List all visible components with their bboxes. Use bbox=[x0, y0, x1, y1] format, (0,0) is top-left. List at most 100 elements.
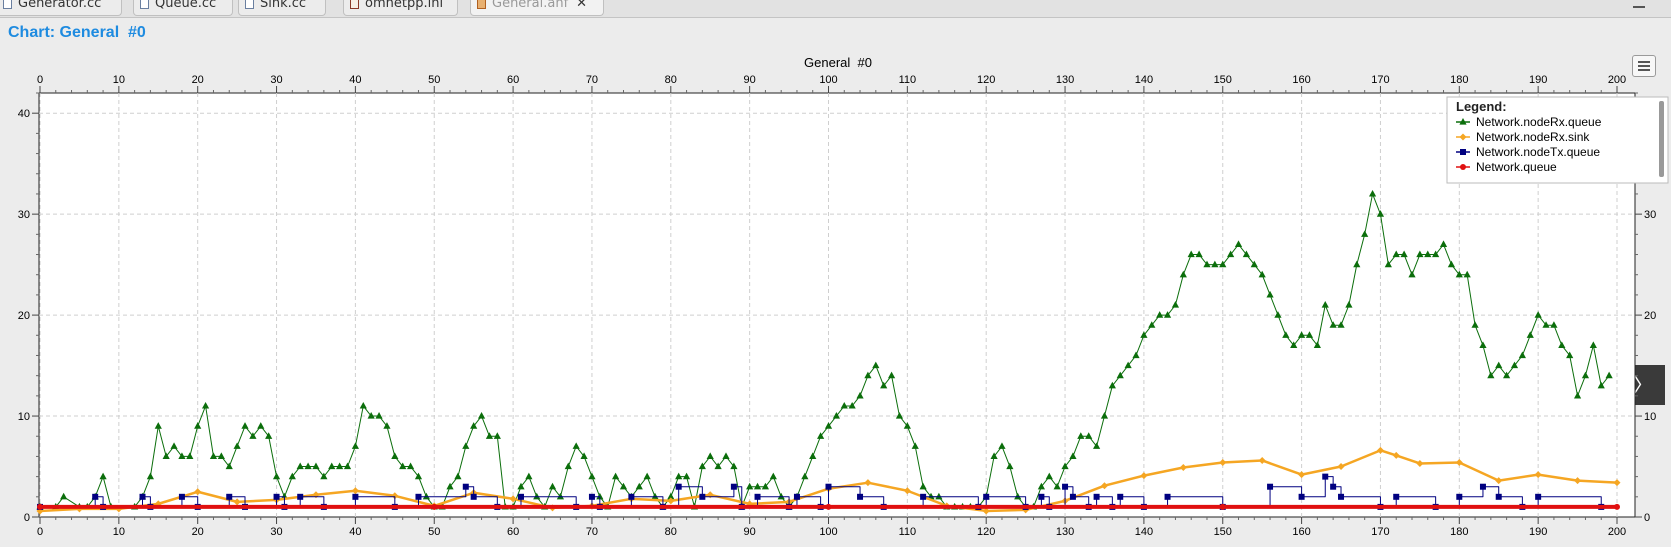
data-point bbox=[817, 432, 825, 439]
data-point bbox=[391, 452, 399, 460]
legend-label: Network.nodeRx.sink bbox=[1476, 130, 1590, 144]
data-point bbox=[1424, 250, 1432, 258]
data-point bbox=[296, 462, 304, 470]
data-point bbox=[699, 493, 706, 500]
data-point bbox=[1093, 493, 1100, 500]
data-point bbox=[1148, 321, 1156, 328]
minimize-icon[interactable] bbox=[1633, 0, 1645, 8]
data-point bbox=[431, 503, 438, 510]
data-point bbox=[1203, 260, 1211, 268]
data-point bbox=[1290, 341, 1298, 348]
data-point bbox=[1479, 341, 1487, 348]
data-point bbox=[1338, 493, 1345, 500]
tab-label: omnetpp.ini bbox=[365, 0, 444, 11]
data-point bbox=[580, 452, 588, 460]
data-point bbox=[635, 482, 643, 490]
x-tick-label-bottom: 30 bbox=[270, 526, 282, 538]
x-tick-label-top: 160 bbox=[1292, 74, 1310, 86]
data-point bbox=[1298, 471, 1306, 479]
data-point bbox=[1518, 351, 1526, 359]
data-point bbox=[1187, 250, 1195, 258]
y-tick-label-left: 30 bbox=[18, 209, 30, 221]
data-point bbox=[1219, 503, 1226, 510]
data-point bbox=[1258, 456, 1266, 464]
data-point bbox=[1305, 331, 1314, 338]
data-point bbox=[477, 412, 486, 419]
data-point bbox=[1542, 321, 1550, 328]
data-point bbox=[903, 487, 911, 495]
data-point bbox=[162, 452, 170, 460]
data-point bbox=[1455, 458, 1463, 466]
legend-title: Legend: bbox=[1456, 99, 1507, 114]
data-point bbox=[761, 482, 770, 490]
tab-omnetpp-ini[interactable]: omnetpp.ini bbox=[343, 0, 458, 16]
data-point bbox=[525, 472, 533, 480]
x-tick-label-bottom: 120 bbox=[977, 526, 995, 538]
tab-sink-cc[interactable]: Sink.cc bbox=[238, 0, 326, 16]
data-point bbox=[351, 442, 359, 449]
data-point bbox=[367, 412, 375, 419]
data-point bbox=[1282, 331, 1290, 338]
data-point bbox=[864, 371, 872, 379]
data-point bbox=[1116, 371, 1124, 379]
x-tick-label-top: 200 bbox=[1608, 74, 1626, 86]
data-point bbox=[982, 507, 990, 515]
data-point bbox=[462, 442, 470, 449]
tab-general-anf[interactable]: General.anf ✕ bbox=[470, 0, 604, 16]
tab-queue-cc[interactable]: Queue.cc bbox=[133, 0, 233, 16]
data-point bbox=[1038, 493, 1045, 500]
data-point bbox=[446, 482, 454, 490]
data-point bbox=[1164, 493, 1171, 500]
data-point bbox=[754, 493, 761, 500]
data-point bbox=[272, 472, 281, 480]
data-point bbox=[1495, 493, 1502, 500]
data-point bbox=[651, 492, 659, 500]
data-point bbox=[1234, 240, 1243, 248]
data-point bbox=[328, 462, 336, 470]
y-tick-label-right: 30 bbox=[1644, 209, 1656, 221]
x-tick-label-bottom: 180 bbox=[1450, 526, 1468, 538]
x-tick-label-bottom: 170 bbox=[1371, 526, 1389, 538]
cc-file-icon bbox=[3, 0, 12, 9]
data-point bbox=[1503, 371, 1511, 379]
tab-generator-cc[interactable]: Generator.cc bbox=[0, 0, 122, 16]
x-tick-label-top: 20 bbox=[192, 74, 204, 86]
data-point bbox=[257, 422, 265, 429]
data-point bbox=[533, 492, 541, 500]
legend[interactable]: Legend: Network.nodeRx.queueNetwork.node… bbox=[1446, 96, 1669, 184]
data-point bbox=[1460, 164, 1466, 170]
data-point bbox=[312, 462, 320, 470]
data-point bbox=[297, 493, 304, 500]
series-layer bbox=[36, 189, 1621, 515]
data-point bbox=[1566, 351, 1574, 359]
data-point bbox=[1250, 260, 1258, 268]
data-point bbox=[1463, 270, 1471, 278]
data-point bbox=[359, 401, 367, 409]
data-point bbox=[320, 472, 328, 480]
chart-options-button[interactable] bbox=[1632, 55, 1656, 77]
x-tick-label-bottom: 90 bbox=[744, 526, 756, 538]
data-point bbox=[1298, 493, 1305, 500]
series-network-queue bbox=[37, 503, 1620, 510]
data-point bbox=[825, 503, 832, 510]
data-point bbox=[572, 442, 580, 449]
cc-file-icon bbox=[140, 0, 149, 9]
x-axis-top: 0 10 20 30 40 50 60 70 80 90 100 110 120 130 140 150 160… bbox=[37, 74, 1626, 93]
legend-box bbox=[1446, 96, 1669, 184]
x-tick-label-top: 100 bbox=[819, 74, 837, 86]
tab-label: Queue.cc bbox=[155, 0, 217, 11]
data-point bbox=[1014, 492, 1022, 500]
x-tick-label-top: 10 bbox=[113, 74, 125, 86]
close-icon[interactable]: ✕ bbox=[576, 0, 588, 11]
data-point bbox=[588, 472, 596, 480]
data-point bbox=[643, 472, 651, 480]
data-point bbox=[351, 487, 359, 495]
data-point bbox=[1471, 321, 1479, 328]
data-point bbox=[1006, 462, 1014, 470]
data-point bbox=[564, 462, 572, 470]
data-point bbox=[146, 472, 154, 480]
data-point bbox=[1534, 311, 1542, 318]
data-point bbox=[895, 412, 904, 419]
x-tick-label-bottom: 60 bbox=[507, 526, 519, 538]
data-point bbox=[722, 452, 730, 460]
